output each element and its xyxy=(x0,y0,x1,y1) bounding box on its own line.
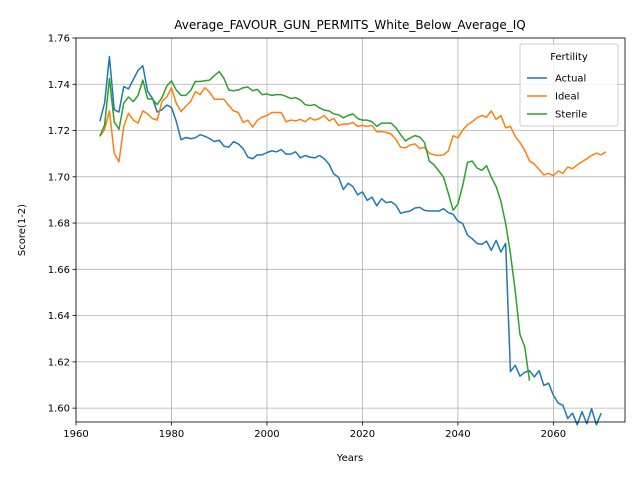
x-tick-label: 2000 xyxy=(254,429,279,440)
y-tick-label: 1.68 xyxy=(48,219,70,230)
legend-label-sterile: Sterile xyxy=(555,110,587,121)
y-tick-label: 1.66 xyxy=(48,265,70,276)
chart-title: Average_FAVOUR_GUN_PERMITS_White_Below_A… xyxy=(174,18,525,32)
x-axis-label: Years xyxy=(336,453,363,464)
legend: Fertility Actual Ideal Sterile xyxy=(519,43,619,127)
y-axis-label: Score(1-2) xyxy=(17,204,28,256)
series-line-ideal xyxy=(99,86,607,177)
legend-label-actual: Actual xyxy=(555,74,586,85)
y-tick-label: 1.64 xyxy=(48,311,70,322)
axis-ticks: 1960 1980 2000 2020 2040 2060 1.60 1.62 1.64 1.66… xyxy=(48,34,566,441)
y-tick-label: 1.60 xyxy=(48,404,70,415)
legend-box xyxy=(519,43,619,127)
x-tick-label: 1960 xyxy=(63,429,88,440)
y-tick-label: 1.70 xyxy=(48,172,70,183)
series-line-sterile xyxy=(99,70,531,381)
series-layer xyxy=(99,55,607,426)
legend-label-ideal: Ideal xyxy=(555,92,579,103)
x-tick-label: 2020 xyxy=(350,429,375,440)
series-line-actual xyxy=(99,55,602,426)
legend-title: Fertility xyxy=(550,52,588,63)
y-tick-label: 1.72 xyxy=(48,126,70,137)
y-tick-label: 1.76 xyxy=(48,34,70,45)
plot-frame xyxy=(75,37,626,423)
y-tick-label: 1.62 xyxy=(48,357,70,368)
x-tick-label: 1980 xyxy=(159,429,184,440)
x-tick-label: 2060 xyxy=(541,429,566,440)
x-tick-label: 2040 xyxy=(445,429,470,440)
y-tick-label: 1.74 xyxy=(48,80,70,91)
